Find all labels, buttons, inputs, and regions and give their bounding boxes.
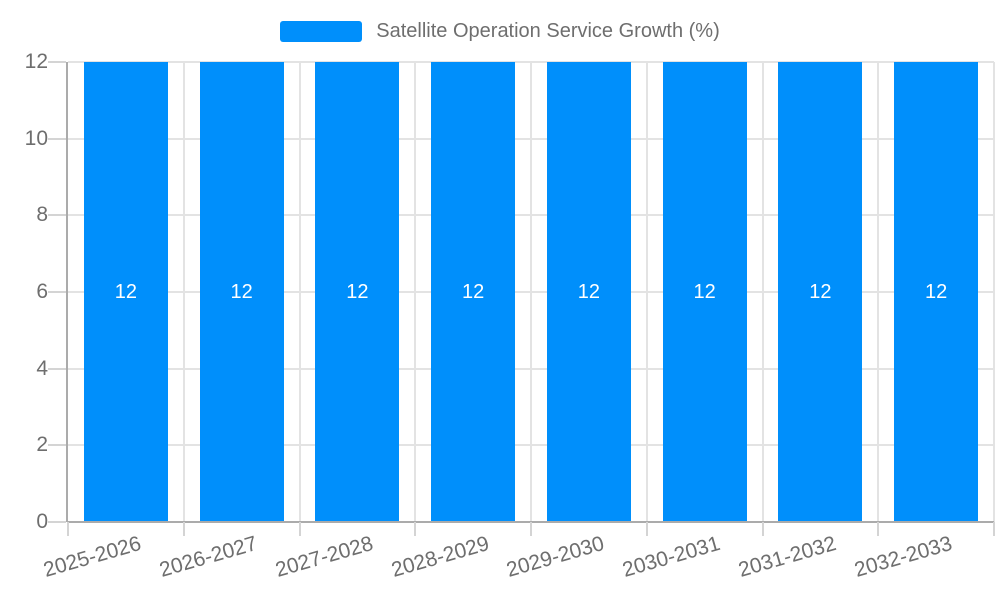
chart-legend[interactable]: Satellite Operation Service Growth (%): [0, 20, 1000, 42]
y-axis-tick: [48, 61, 66, 63]
bar-value-label: 12: [925, 281, 948, 303]
y-axis-tick: [48, 291, 66, 293]
v-gridline: [182, 62, 185, 522]
x-axis-tick: [182, 522, 185, 536]
y-tick-label: 6: [36, 280, 48, 303]
bar[interactable]: 12: [778, 62, 863, 522]
bar[interactable]: 12: [199, 62, 284, 522]
x-tick-label: 2026-2027: [157, 532, 260, 582]
y-tick-label: 4: [36, 356, 48, 380]
y-axis-line: [66, 62, 68, 522]
bar[interactable]: 12: [431, 62, 516, 522]
y-axis-tick: [48, 367, 66, 370]
x-axis-tick: [298, 522, 301, 536]
y-axis-tick: [48, 521, 66, 523]
x-tick-label: 2025-2026: [41, 532, 145, 582]
x-axis-tick: [414, 522, 417, 536]
x-axis-tick: [761, 522, 764, 536]
bar[interactable]: 12: [315, 62, 400, 522]
x-axis-tick: [877, 522, 880, 536]
x-tick-label: 2030-2031: [620, 532, 723, 582]
v-gridline: [645, 62, 648, 522]
v-gridline: [993, 62, 995, 522]
v-gridline: [298, 62, 301, 522]
bar-value-label: 12: [346, 281, 369, 303]
x-tick-label: 2028-2029: [388, 532, 492, 582]
bar[interactable]: 12: [546, 62, 631, 522]
x-axis-tick: [67, 522, 69, 536]
legend-label: Satellite Operation Service Growth (%): [376, 20, 720, 42]
v-gridline: [877, 62, 880, 522]
x-axis-tick: [993, 522, 995, 536]
bar-value-label: 12: [462, 281, 485, 303]
x-tick-label: 2031-2032: [735, 532, 839, 582]
x-tick-label: 2027-2028: [272, 532, 376, 582]
x-tick-label: 2032-2033: [851, 532, 955, 582]
y-axis-tick: [48, 214, 66, 217]
bar-value-label: 12: [230, 281, 253, 303]
x-axis-tick: [530, 522, 532, 536]
y-tick-label: 12: [24, 50, 48, 73]
y-axis-tick: [48, 444, 66, 447]
bar-value-label: 12: [693, 281, 716, 303]
v-gridline: [414, 62, 417, 522]
y-axis-tick: [48, 137, 66, 140]
bar-value-label: 12: [809, 281, 832, 303]
v-gridline: [761, 62, 764, 522]
y-tick-label: 0: [36, 510, 48, 533]
bar[interactable]: 12: [894, 62, 979, 522]
bar-value-label: 12: [577, 281, 600, 303]
x-axis-tick: [645, 522, 648, 536]
y-tick-label: 8: [36, 203, 48, 227]
y-tick-label: 10: [24, 126, 48, 150]
x-tick-label: 2029-2030: [504, 532, 608, 582]
bar[interactable]: 12: [662, 62, 747, 522]
bar[interactable]: 12: [83, 62, 168, 522]
legend-swatch-icon: [280, 20, 363, 42]
bar-value-label: 12: [114, 281, 137, 303]
y-tick-label: 2: [36, 433, 48, 457]
v-gridline: [530, 62, 532, 522]
chart-plot-area: 12 12 12 12 12 12 12 12: [68, 61, 995, 522]
